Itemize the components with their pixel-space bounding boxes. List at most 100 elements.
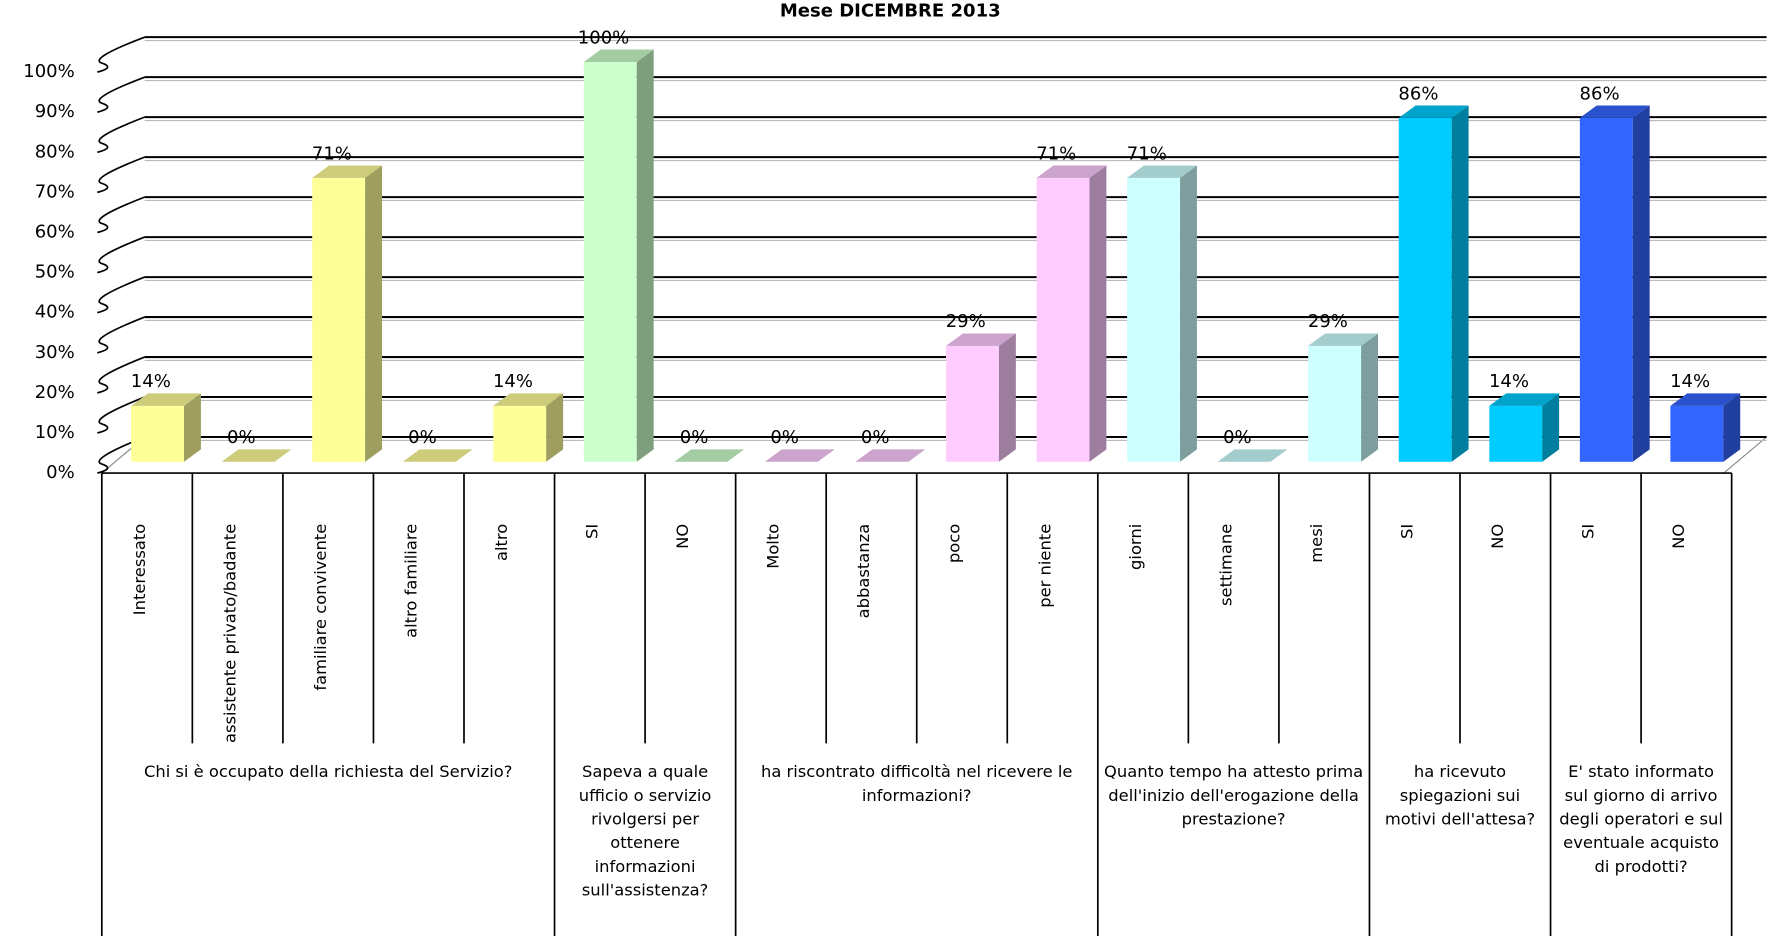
bar-top [493,393,564,406]
bar [1489,393,1560,462]
bar-side [1089,165,1107,462]
bar [1308,333,1379,462]
bar-front [1670,405,1724,462]
value-label: 71% [1036,143,1076,164]
category-label: Molto [764,524,783,569]
bar-front [1579,117,1633,462]
value-label: 14% [131,371,171,392]
bar-front [312,177,366,462]
category-label: Interessato [130,524,149,615]
group-label: Quanto tempo ha attesto prima dell'inizi… [1104,763,1364,830]
y-tick-label: 70% [35,181,75,202]
bar-side [1632,105,1650,462]
group-label: Sapeva a quale ufficio o servizio rivolg… [578,763,712,901]
y-tick [97,316,145,354]
bar [583,49,654,462]
bar-top [1127,165,1197,178]
chart-title: Mese DICEMBRE 2013 [780,0,1001,21]
bar-side [546,393,564,462]
group-label: ha riscontrato difficoltà nel ricevere l… [760,763,1073,806]
value-label: 100% [578,27,630,48]
y-tick-label: 30% [35,342,75,363]
bar-top [583,49,654,62]
bar-side [998,333,1016,462]
bar-side [184,393,201,462]
y-tick [97,396,145,434]
group-label-box: ha riscontrato difficoltà nel ricevere l… [760,763,1073,806]
value-label: 29% [1308,311,1348,332]
category-label: mesi [1307,524,1326,563]
category-label: altro [492,524,511,561]
bar [674,449,745,462]
y-tick-label: 50% [35,262,75,283]
bar [493,393,564,462]
value-label: 14% [1489,371,1529,392]
y-tick [97,116,145,154]
category-label: SI [1397,524,1416,539]
category-label: giorni [1126,524,1145,570]
category-label: assistente privato/badante [220,524,239,743]
group-label: ha ricevuto spiegazioni sui motivi dell'… [1384,763,1536,830]
y-tick-label: 90% [35,101,75,122]
value-label: 0% [1223,427,1252,448]
bar-top [402,449,473,462]
value-label: 71% [312,143,352,164]
bar-top [1398,105,1469,118]
bar [1036,165,1107,462]
bar [1217,449,1288,462]
bar [131,393,201,462]
group-label-box: E' stato informato sul giorno di arrivo … [1559,763,1723,877]
bar-side [1180,165,1197,462]
value-label: 0% [770,427,799,448]
bar [1579,105,1650,462]
group-label: E' stato informato sul giorno di arrivo … [1559,763,1723,877]
y-tick [97,196,145,234]
value-label: 0% [227,427,256,448]
y-tick-label: 80% [35,141,75,162]
category-label: SI [583,524,602,539]
bar [1670,393,1741,462]
value-label: 14% [1670,371,1710,392]
bar-top [312,165,383,178]
bar-side [1542,393,1560,462]
category-label: NO [673,524,692,549]
category-label: poco [945,524,964,563]
bar-top [764,449,835,462]
y-tick-label: 10% [35,422,75,443]
y-tick [97,276,145,314]
bar-top [1670,393,1741,406]
bar-front [131,405,185,462]
y-tick [97,76,145,114]
value-label: 71% [1127,143,1167,164]
category-label: altro familiare [401,524,420,638]
y-tick [97,436,145,474]
bar-top [131,393,201,406]
bar-front [1489,405,1543,462]
bar-front [946,345,999,462]
bar [312,165,383,462]
category-label: per niente [1035,524,1054,608]
bar-side [365,165,383,462]
value-label: 0% [861,427,890,448]
bar-front [1127,177,1181,462]
value-label: 29% [946,311,986,332]
group-label-box: ha ricevuto spiegazioni sui motivi dell'… [1384,763,1536,830]
y-tick-label: 0% [46,462,75,483]
bar-top [221,449,292,462]
value-label: 0% [408,427,437,448]
bar-top [1217,449,1288,462]
bar-side [1361,333,1379,462]
y-tick-label: 100% [23,61,75,82]
y-tick-label: 20% [35,382,75,403]
bar-top [1308,333,1379,346]
group-label-box: Sapeva a quale ufficio o servizio rivolg… [578,763,712,901]
bar-top [946,333,1016,346]
bar-front [1308,345,1362,462]
bar-front [1398,117,1452,462]
category-label: settimane [1216,524,1235,606]
bar [1398,105,1469,462]
value-label: 0% [680,427,709,448]
y-tick [97,236,145,274]
group-label: Chi si è occupato della richiesta del Se… [143,763,513,782]
